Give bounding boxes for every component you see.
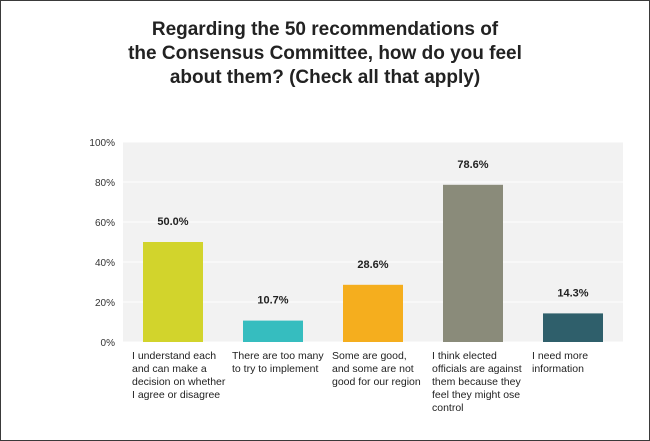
bar	[543, 313, 603, 342]
data-label: 50.0%	[157, 216, 188, 228]
bar	[143, 242, 203, 342]
y-tick-label: 20%	[95, 298, 115, 309]
data-label: 78.6%	[457, 159, 488, 171]
bar	[343, 284, 403, 342]
bar	[243, 320, 303, 342]
data-label: 10.7%	[257, 295, 288, 307]
bar	[443, 184, 503, 342]
y-tick-label: 40%	[95, 258, 115, 269]
category-label: There are too many to try to implement	[232, 350, 324, 375]
category-label: I understand each and can make a decisio…	[132, 350, 226, 401]
y-tick-label: 100%	[89, 138, 115, 149]
category-label: I need more information	[532, 350, 589, 375]
chart-title: Regarding the 50 recommendations of the …	[128, 19, 522, 88]
data-label: 14.3%	[557, 287, 588, 299]
y-tick-label: 0%	[101, 338, 116, 349]
y-tick-label: 60%	[95, 218, 115, 229]
category-label: Some are good, and some are not good for…	[332, 350, 421, 388]
y-tick-label: 80%	[95, 178, 115, 189]
category-label: I think elected officials are against th…	[432, 350, 522, 414]
data-label: 28.6%	[357, 259, 388, 271]
